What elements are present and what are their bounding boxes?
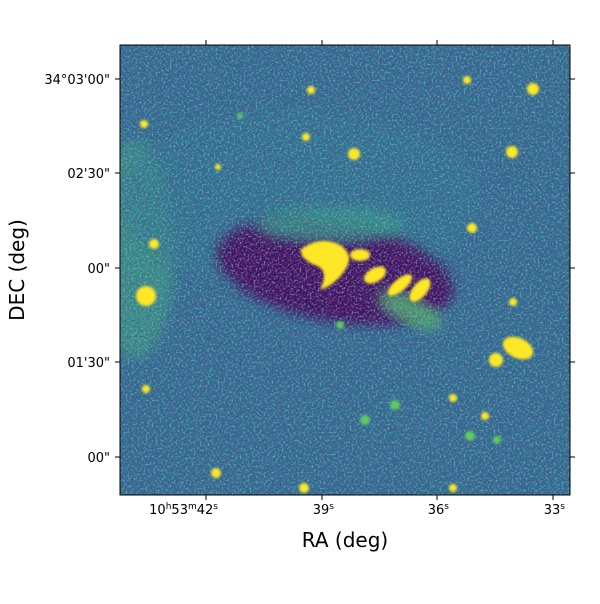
x-tick-label: 10h53m42s xyxy=(149,502,218,518)
y-axis-label: DEC (deg) xyxy=(5,219,29,321)
y-tick-label: 01'30" xyxy=(67,356,110,371)
y-tick-label: 34°03'00" xyxy=(44,73,110,88)
plot-frame xyxy=(119,44,571,496)
x-tick-label: 33s xyxy=(544,502,566,518)
x-axis-label: RA (deg) xyxy=(302,528,388,552)
y-tick-label: 00" xyxy=(87,451,110,466)
image xyxy=(120,45,570,495)
x-tick-label: 39s xyxy=(313,502,335,518)
y-tick-label: 00" xyxy=(87,262,110,277)
x-tick-label: 36s xyxy=(428,502,450,518)
y-tick-label: 02'30" xyxy=(67,167,110,182)
